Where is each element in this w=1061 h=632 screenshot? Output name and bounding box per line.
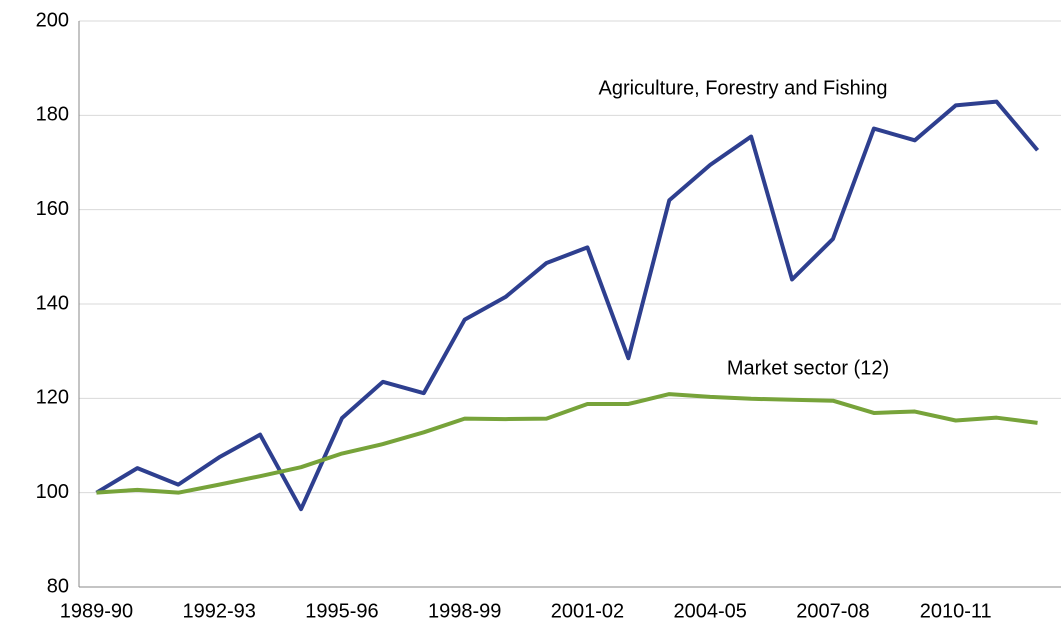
series-label: Market sector (12) xyxy=(727,357,889,379)
y-tick-label: 80 xyxy=(47,575,69,597)
x-tick-label: 2004-05 xyxy=(674,600,747,622)
x-tick-label: 2001-02 xyxy=(551,600,624,622)
series-label: Agriculture, Forestry and Fishing xyxy=(598,77,887,99)
x-tick-label: 1989-90 xyxy=(60,600,133,622)
y-tick-label: 200 xyxy=(36,9,69,31)
y-tick-label: 140 xyxy=(36,292,69,314)
series-line xyxy=(95,99,1040,512)
y-tick-label: 160 xyxy=(36,198,69,220)
series-line xyxy=(96,392,1038,495)
x-tick-label: 1998-99 xyxy=(428,600,501,622)
y-tick-label: 120 xyxy=(36,387,69,409)
y-tick-label: 180 xyxy=(36,104,69,126)
y-tick-label: 100 xyxy=(36,481,69,503)
x-tick-label: 1995-96 xyxy=(305,600,378,622)
x-tick-label: 1992-93 xyxy=(183,600,256,622)
x-tick-label: 2007-08 xyxy=(796,600,869,622)
x-tick-label: 2010-11 xyxy=(920,600,992,622)
